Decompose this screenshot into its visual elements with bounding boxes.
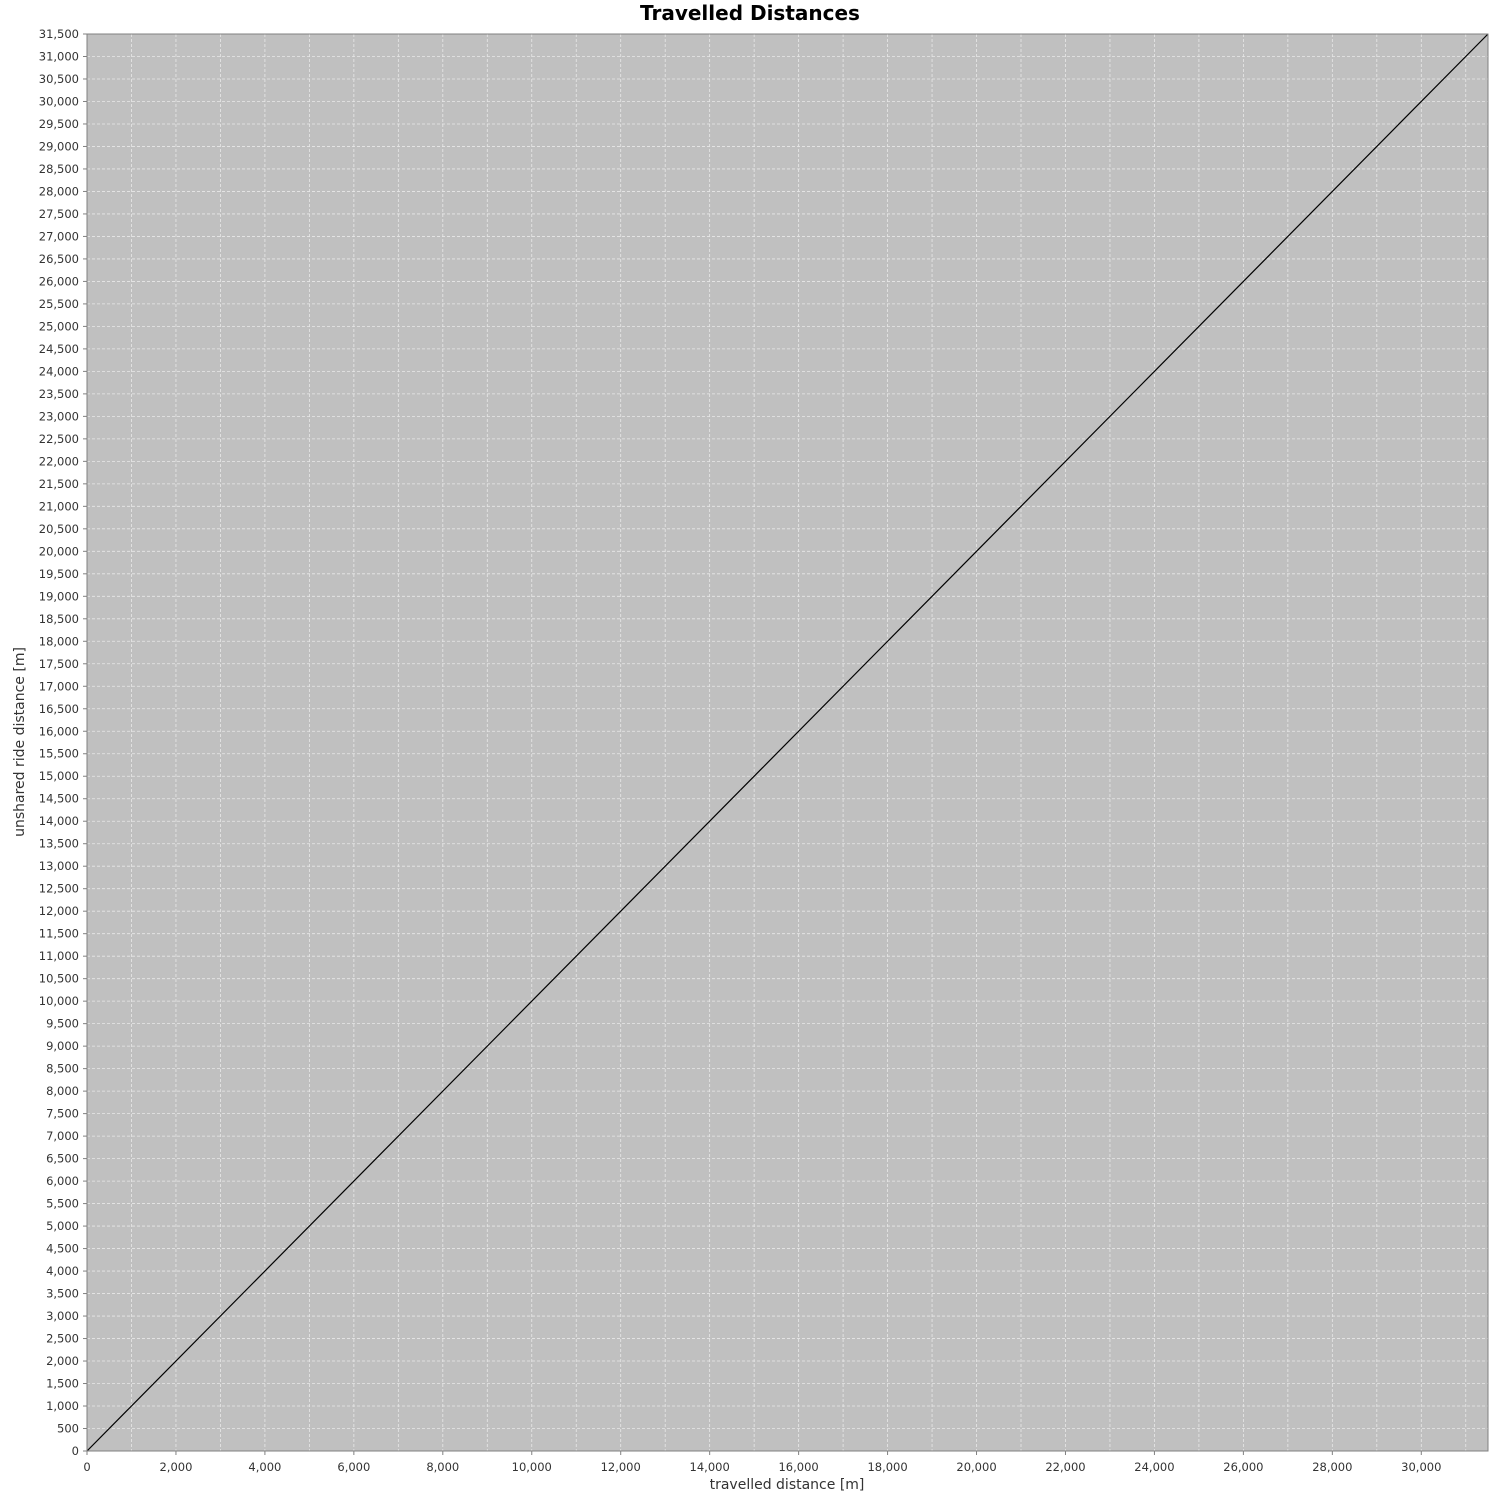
y-tick-label: 20,500	[39, 522, 79, 536]
y-tick-label: 13,500	[39, 837, 79, 851]
y-axis-label: unshared ride distance [m]	[12, 647, 28, 837]
y-tick-label: 17,000	[39, 679, 79, 693]
y-tick-label: 10,000	[39, 994, 79, 1008]
y-tick-label: 12,000	[39, 904, 79, 918]
y-tick-label: 5,000	[46, 1219, 79, 1233]
y-tick-label: 4,000	[46, 1264, 79, 1278]
y-tick-label: 1,500	[46, 1377, 79, 1391]
x-tick-label: 6,000	[337, 1460, 370, 1474]
y-tick-label: 2,000	[46, 1354, 79, 1368]
x-tick-label: 30,000	[1401, 1460, 1441, 1474]
x-tick-label: 10,000	[512, 1460, 552, 1474]
y-tick-label: 19,500	[39, 567, 79, 581]
series-group	[86, 33, 1489, 1452]
y-tick-label: 21,000	[39, 499, 79, 513]
y-tick-label: 16,000	[39, 724, 79, 738]
y-tick-label: 29,000	[39, 139, 79, 153]
y-tick-label: 500	[57, 1422, 79, 1436]
y-tick-label: 25,500	[39, 297, 79, 311]
y-tick-label: 6,500	[46, 1152, 79, 1166]
y-tick-label: 7,000	[46, 1129, 79, 1143]
y-tick-label: 9,500	[46, 1017, 79, 1031]
x-tick-label: 28,000	[1312, 1460, 1352, 1474]
y-tick-label: 1,000	[46, 1399, 79, 1413]
y-tick-label: 24,000	[39, 364, 79, 378]
y-tick-label: 22,000	[39, 454, 79, 468]
x-tick-label: 16,000	[778, 1460, 818, 1474]
y-tick-label: 28,500	[39, 162, 79, 176]
y-tick-label: 11,500	[39, 927, 79, 941]
x-tick-label: 22,000	[1045, 1460, 1085, 1474]
y-tick-label: 17,500	[39, 657, 79, 671]
y-tick-label: 30,000	[39, 94, 79, 108]
x-tick-label: 26,000	[1223, 1460, 1263, 1474]
y-tick-label: 31,500	[39, 27, 79, 41]
x-tick-label: 0	[83, 1460, 90, 1474]
y-tick-label: 25,000	[39, 319, 79, 333]
y-tick-label: 2,500	[46, 1332, 79, 1346]
y-tick-label: 24,500	[39, 342, 79, 356]
y-tick-label: 0	[72, 1444, 79, 1458]
y-tick-label: 26,500	[39, 252, 79, 266]
y-tick-label: 29,500	[39, 117, 79, 131]
y-tick-label: 10,500	[39, 972, 79, 986]
y-tick-label: 28,000	[39, 184, 79, 198]
y-tick-label: 14,500	[39, 792, 79, 806]
y-tick-label: 4,500	[46, 1242, 79, 1256]
y-tick-label: 18,000	[39, 634, 79, 648]
y-tick-label: 31,000	[39, 49, 79, 63]
x-tick-label: 12,000	[601, 1460, 641, 1474]
y-tick-label: 15,000	[39, 769, 79, 783]
y-tick-label: 12,500	[39, 882, 79, 896]
y-tick-label: 19,000	[39, 589, 79, 603]
x-tick-label: 18,000	[867, 1460, 907, 1474]
series-line	[86, 33, 1489, 1452]
y-tick-label: 27,500	[39, 207, 79, 221]
x-tick-label: 2,000	[159, 1460, 192, 1474]
y-tick-label: 30,500	[39, 72, 79, 86]
y-tick-label: 7,500	[46, 1107, 79, 1121]
y-tick-label: 5,500	[46, 1197, 79, 1211]
y-tick-label: 18,500	[39, 612, 79, 626]
y-tick-label: 23,500	[39, 387, 79, 401]
y-tick-label: 3,000	[46, 1309, 79, 1323]
y-tick-label: 8,500	[46, 1062, 79, 1076]
y-tick-label: 16,500	[39, 702, 79, 716]
y-tick-label: 22,500	[39, 432, 79, 446]
x-tick-label: 24,000	[1134, 1460, 1174, 1474]
y-tick-label: 3,500	[46, 1287, 79, 1301]
y-tick-label: 14,000	[39, 814, 79, 828]
y-tick-label: 13,000	[39, 859, 79, 873]
x-axis: 0 2,000 4,000 6,000 8,000 10,000 12,000 14,000 1…	[83, 1451, 1441, 1474]
y-tick-label: 23,000	[39, 409, 79, 423]
plot-outline	[86, 33, 1489, 1452]
y-tick-label: 9,000	[46, 1039, 79, 1053]
x-tick-label: 8,000	[426, 1460, 459, 1474]
y-tick-label: 20,000	[39, 544, 79, 558]
x-tick-label: 14,000	[690, 1460, 730, 1474]
chart-title: Travelled Distances	[640, 1, 860, 25]
y-tick-label: 26,000	[39, 274, 79, 288]
x-axis-label: travelled distance [m]	[710, 1477, 865, 1493]
y-tick-label: 15,500	[39, 747, 79, 761]
x-tick-label: 4,000	[248, 1460, 281, 1474]
y-tick-label: 8,000	[46, 1084, 79, 1098]
y-tick-label: 21,500	[39, 477, 79, 491]
y-tick-label: 27,000	[39, 229, 79, 243]
grid	[87, 34, 1488, 1451]
y-axis: 0 500 1,000 1,500 2,000 2,500 3,000 3,500 4,000 4…	[39, 27, 87, 1458]
y-tick-label: 6,000	[46, 1174, 79, 1188]
x-tick-label: 20,000	[956, 1460, 996, 1474]
y-tick-label: 11,000	[39, 949, 79, 963]
